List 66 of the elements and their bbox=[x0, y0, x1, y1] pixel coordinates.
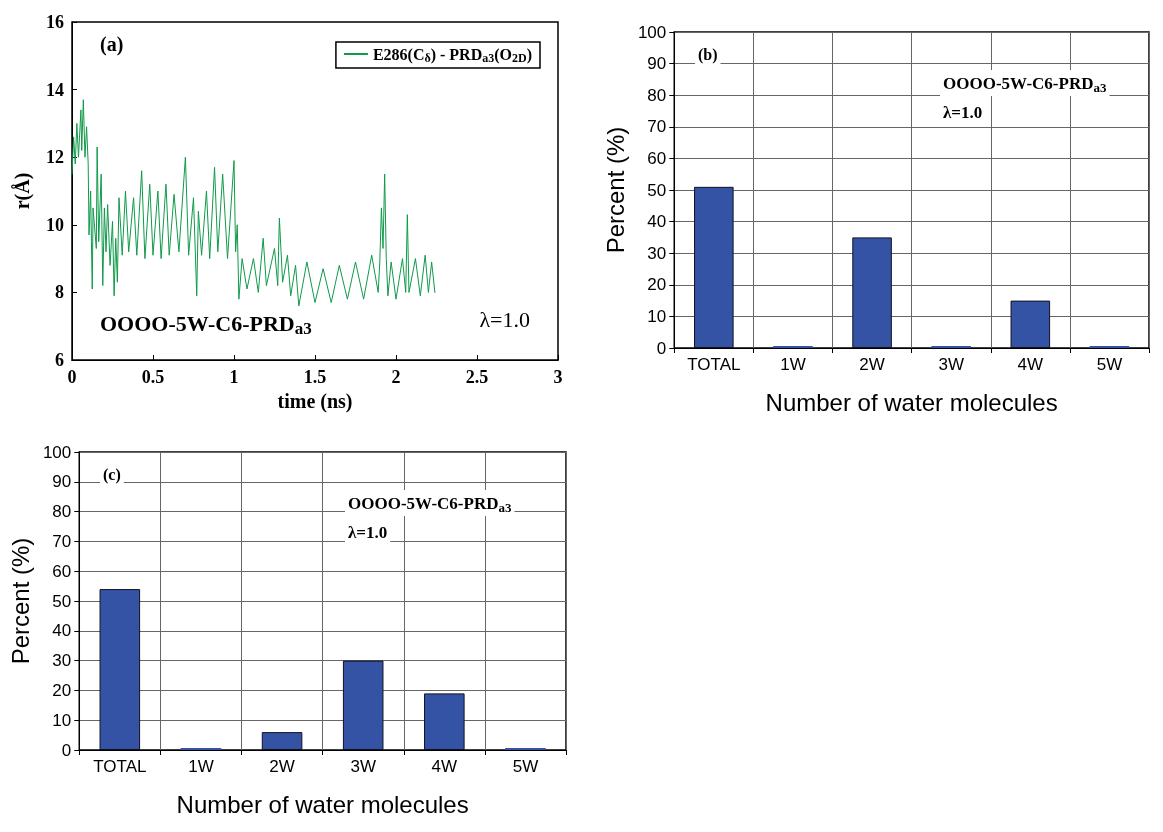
y-tick-label: 0 bbox=[656, 338, 667, 358]
y-tick-label: 90 bbox=[647, 54, 667, 74]
y-axis-title: r(Å) bbox=[11, 172, 34, 210]
x-tick-label: TOTAL bbox=[687, 355, 741, 374]
y-tick-label: 12 bbox=[46, 147, 64, 168]
bar bbox=[424, 693, 465, 750]
x-tick-label: 3W bbox=[350, 757, 376, 776]
y-tick-label: 50 bbox=[52, 591, 72, 611]
x-tick-label: 5W bbox=[512, 757, 539, 776]
annotation: λ=1.0 bbox=[479, 306, 530, 332]
y-tick-label: 50 bbox=[647, 180, 667, 200]
x-tick-label: 1 bbox=[229, 367, 239, 387]
x-tick-label: 4W bbox=[431, 757, 458, 776]
y-tick-label: 80 bbox=[647, 85, 667, 105]
y-tick-label: 40 bbox=[52, 621, 72, 641]
bar bbox=[852, 237, 892, 348]
x-tick-label: 3W bbox=[938, 355, 964, 374]
x-tick-label: 2W bbox=[859, 355, 885, 374]
x-tick-label: 2.5 bbox=[465, 367, 489, 387]
y-tick-label: 30 bbox=[647, 243, 667, 263]
y-tick-label: 30 bbox=[52, 651, 72, 671]
y-tick-label: 14 bbox=[46, 79, 64, 100]
bar bbox=[694, 186, 734, 348]
y-tick-label: 60 bbox=[647, 148, 667, 168]
annotation: (a) bbox=[100, 33, 124, 56]
bar bbox=[1010, 300, 1051, 348]
x-axis-title: Number of water molecules bbox=[765, 388, 1058, 416]
y-tick-label: 8 bbox=[55, 282, 64, 303]
x-tick-label: TOTAL bbox=[93, 757, 147, 776]
x-tick-label: 3 bbox=[553, 367, 563, 387]
y-tick-label: 10 bbox=[52, 710, 72, 730]
y-tick-label: 70 bbox=[647, 117, 667, 137]
y-tick-label: 80 bbox=[52, 502, 72, 522]
y-tick-label: 100 bbox=[42, 442, 72, 462]
y-tick-label: 0 bbox=[61, 740, 72, 760]
x-tick-label: 4W bbox=[1017, 355, 1044, 374]
bar bbox=[342, 660, 384, 750]
x-axis-title: Number of water molecules bbox=[176, 790, 469, 818]
line-series bbox=[71, 99, 436, 307]
x-axis-title: time (ns) bbox=[277, 389, 353, 413]
x-tick-label: 1.5 bbox=[303, 367, 327, 387]
x-tick-label: 1W bbox=[188, 757, 214, 776]
y-tick-label: 20 bbox=[647, 275, 667, 295]
annotation: λ=1.0 bbox=[348, 523, 388, 542]
bar bbox=[261, 732, 303, 750]
annotation: λ=1.0 bbox=[943, 103, 983, 122]
y-tick-label: 70 bbox=[52, 531, 72, 551]
x-tick-label: 5W bbox=[1096, 355, 1123, 374]
y-tick-label: 90 bbox=[52, 472, 72, 492]
x-tick-label: 0.5 bbox=[141, 367, 165, 387]
y-tick-label: 60 bbox=[52, 561, 72, 581]
y-axis-title: Percent (%) bbox=[6, 537, 34, 665]
y-tick-label: 10 bbox=[46, 214, 64, 235]
x-tick-label: 1W bbox=[780, 355, 806, 374]
y-tick-label: 10 bbox=[647, 306, 667, 326]
x-tick-label: 2W bbox=[269, 757, 295, 776]
y-axis-title: Percent (%) bbox=[601, 126, 629, 254]
x-tick-label: 2 bbox=[391, 367, 401, 387]
bar bbox=[99, 589, 141, 750]
annotation: (b) bbox=[698, 45, 718, 64]
y-tick-label: 20 bbox=[52, 680, 72, 700]
y-tick-label: 40 bbox=[647, 212, 667, 232]
y-tick-label: 100 bbox=[637, 22, 667, 42]
y-tick-label: 16 bbox=[46, 12, 64, 32]
annotation: (c) bbox=[103, 465, 121, 484]
y-tick-label: 6 bbox=[55, 350, 64, 370]
